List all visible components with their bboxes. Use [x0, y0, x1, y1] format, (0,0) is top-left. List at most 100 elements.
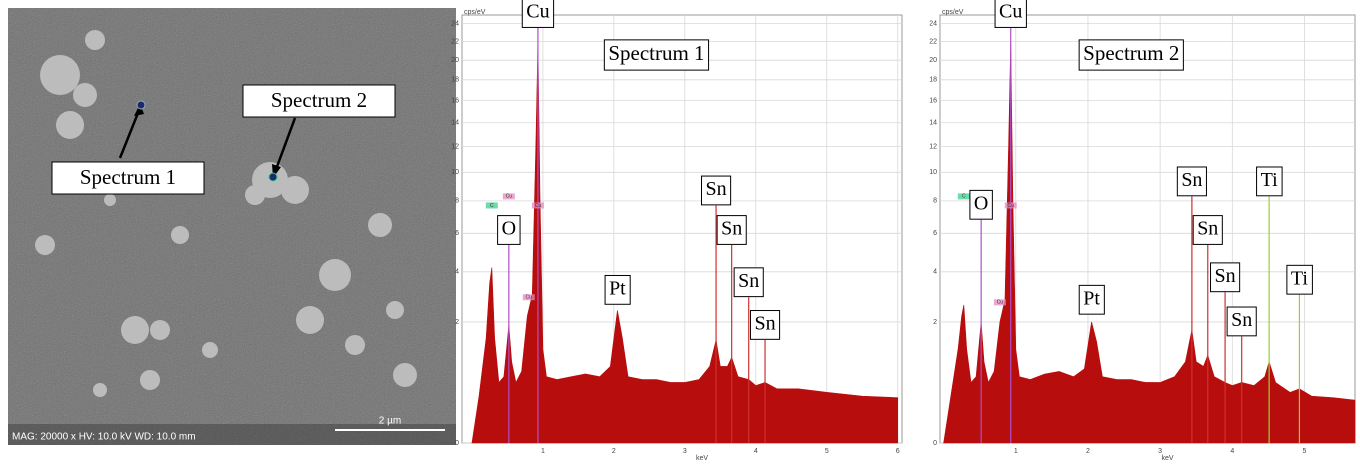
element-label: Sn	[1231, 309, 1252, 331]
element-label-box	[1286, 264, 1313, 295]
y-tick-label: 10	[929, 169, 937, 176]
label-box	[242, 84, 396, 118]
y-tick-label: 6	[455, 230, 459, 237]
y-tick-label: 14	[451, 120, 459, 127]
tag-label: Cu	[526, 295, 533, 301]
y-tick-label: 10	[451, 169, 459, 176]
y-tick-label: 12	[451, 143, 459, 150]
element-label: Sn	[706, 178, 727, 200]
element-label: Sn	[1181, 169, 1202, 191]
element-label: Sn	[738, 270, 759, 292]
y-tick-label: 12	[929, 143, 937, 150]
y-tick-label: 6	[933, 230, 937, 237]
chart-title: Spectrum 1	[608, 41, 704, 65]
element-label: Cu	[999, 1, 1022, 23]
tag-label: Cu	[535, 203, 542, 209]
spot	[136, 100, 146, 110]
x-tick-label: 1	[541, 448, 545, 455]
y-tick-label: 24	[929, 20, 937, 27]
element-label-box	[749, 310, 781, 340]
x-tick-label: 4	[754, 448, 758, 455]
y-axis-label: cps/eV	[942, 9, 964, 16]
y-tick-label: 14	[929, 120, 937, 127]
arrow	[273, 117, 297, 173]
element-label: Ti	[1261, 169, 1279, 191]
y-tick-label: 16	[451, 97, 459, 104]
y-tick-label: 24	[451, 20, 459, 27]
y-tick-label: 8	[455, 198, 459, 205]
info-text: MAG: 20000 x HV: 10.0 kV WD: 10.0 mm	[12, 432, 196, 443]
particles	[35, 30, 417, 397]
x-tick-label: 3	[1158, 448, 1162, 455]
element-label-box	[994, 0, 1027, 28]
peak-label-box	[604, 274, 631, 305]
element-label-box	[969, 189, 993, 220]
y-tick-label: 4	[455, 269, 459, 276]
element-label-box	[1210, 262, 1241, 293]
element-label-box	[521, 0, 555, 28]
y-tick-label: 18	[451, 77, 459, 84]
x-tick-label: 5	[825, 448, 829, 455]
element-label: Sn	[1215, 265, 1236, 287]
chart-title-box	[603, 39, 710, 71]
element-label-box	[497, 215, 521, 245]
x-axis-label: keV	[696, 455, 708, 462]
peak-label-box	[1078, 284, 1105, 315]
element-label-box	[701, 175, 732, 206]
peak-label: Pt	[609, 277, 626, 299]
element-label-box	[716, 215, 747, 245]
tag-mark	[957, 193, 970, 200]
chart-title-box	[1078, 39, 1184, 71]
x-tick-label: 5	[1303, 448, 1307, 455]
y-tick-label: 16	[929, 97, 937, 104]
x-tick-label: 3	[683, 448, 687, 455]
element-label: Ti	[1291, 267, 1309, 289]
tag-mark	[485, 202, 498, 209]
element-label-box	[733, 267, 764, 298]
y-axis-label: cps/eV	[464, 9, 486, 16]
tag-mark	[531, 202, 544, 209]
element-label-box	[1192, 215, 1223, 245]
spectrum-area	[943, 41, 1356, 444]
x-tick-label: 2	[612, 448, 616, 455]
y-tick-label: 8	[933, 198, 937, 205]
element-label: O	[974, 192, 988, 214]
y-tick-label: 20	[929, 57, 937, 64]
element-label: O	[502, 218, 516, 240]
y-tick-label: 22	[451, 38, 459, 45]
peak-label: Pt	[1083, 287, 1100, 309]
x-axis-label: keV	[1161, 455, 1173, 462]
y-tick-label: 20	[451, 57, 459, 64]
element-label: Sn	[754, 313, 775, 335]
element-label-box	[1176, 166, 1207, 197]
arrow-head	[134, 104, 144, 116]
y-tick-label: 18	[929, 77, 937, 84]
spectrum-area	[471, 41, 899, 444]
arrow	[118, 107, 142, 159]
element-label-box	[1226, 306, 1257, 337]
y-tick-label: 4	[933, 269, 937, 276]
tag-mark	[522, 294, 535, 301]
tag-mark	[502, 193, 515, 200]
chart-title: Spectrum 2	[1083, 41, 1179, 65]
tag-label: Cu	[1008, 203, 1015, 209]
scale-label: 2 µm	[379, 416, 401, 427]
spot	[268, 172, 278, 182]
y-tick-label: 0	[933, 440, 937, 447]
tag-label: C	[490, 203, 494, 209]
spot-label: Spectrum 1	[80, 165, 176, 189]
x-tick-label: 2	[1086, 448, 1090, 455]
tag-mark	[993, 299, 1006, 306]
element-label: Sn	[1197, 218, 1218, 240]
tag-label: Cu	[997, 300, 1004, 306]
sem-image: Spectrum 1 Spectrum 2 MAG: 20000 x HV: 1…	[8, 8, 456, 445]
tag-label: C	[962, 194, 966, 200]
y-tick-label: 22	[929, 38, 937, 45]
y-tick-label: 2	[933, 319, 937, 326]
x-tick-label: 4	[1230, 448, 1234, 455]
tag-label: Cu	[506, 194, 513, 200]
